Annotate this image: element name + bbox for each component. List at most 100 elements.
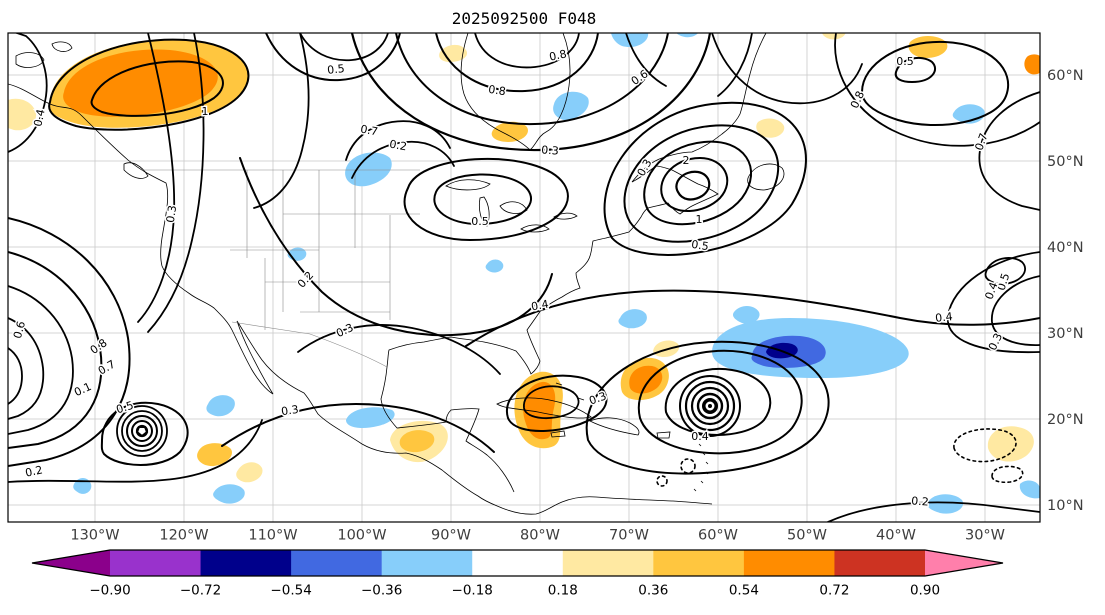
- contour-line: [116, 405, 168, 457]
- positive-anomaly-patch: [399, 430, 435, 453]
- contour-line: [253, 33, 310, 209]
- contour-label: 0.6: [11, 320, 28, 340]
- negative-anomaly-patch: [927, 494, 964, 514]
- cyclone-ring: [696, 392, 724, 420]
- contour-label: 0.4: [530, 298, 549, 314]
- contour-line: [8, 419, 263, 483]
- lon-tick-label: 100°W: [337, 528, 386, 544]
- positive-anomaly-patch: [821, 33, 846, 40]
- lon-tick-label: 80°W: [520, 528, 560, 544]
- colorbar-segment: [200, 550, 292, 576]
- colorbar-tick-label: −0.54: [270, 583, 311, 599]
- contour-label: 0.8: [488, 83, 507, 98]
- contour-label: 0.5: [896, 55, 914, 68]
- negative-anomaly-patch: [206, 395, 235, 417]
- contour-line: [351, 140, 455, 179]
- contour-line: [664, 367, 772, 436]
- contour-line: [8, 33, 48, 153]
- tropical-cyclone-symbol: [679, 375, 741, 437]
- contour-line: [8, 317, 45, 420]
- lon-tick-label: 110°W: [248, 528, 297, 544]
- contour-label: 0.5: [327, 62, 346, 77]
- colorbar-over-arrow: [925, 550, 1003, 576]
- contour-line: [100, 401, 189, 466]
- contour-label: 0.8: [548, 47, 568, 63]
- contour-line: [894, 56, 937, 84]
- contour-line: [505, 374, 608, 432]
- contour-line: [860, 40, 1009, 126]
- colorbar-under-arrow: [32, 550, 110, 576]
- positive-anomaly-patch: [987, 426, 1034, 462]
- cyclone-ring: [684, 380, 736, 432]
- contour-line: [585, 340, 830, 475]
- contour-line: [623, 124, 780, 243]
- contour-line: [834, 33, 1040, 147]
- negative-anomaly-patch: [618, 309, 647, 329]
- colorbar-segment: [743, 550, 835, 576]
- contour-line: [90, 60, 224, 117]
- contour-line: [299, 33, 389, 62]
- negative-anomaly-patch: [346, 407, 395, 428]
- contour-label: 0.3: [280, 403, 299, 418]
- contour-line: [675, 170, 711, 201]
- contour-line: [947, 251, 1040, 354]
- positive-anomaly-patch: [63, 49, 218, 117]
- negative-anomaly-patch: [1019, 480, 1040, 499]
- lat-tick-label: 20°N: [1047, 412, 1084, 428]
- contour-label: 0.7: [359, 123, 378, 139]
- lat-tick-label: 60°N: [1047, 68, 1084, 84]
- contour-line: [711, 33, 863, 105]
- contour-line: [660, 156, 729, 213]
- negative-anomaly-patch: [611, 33, 649, 47]
- contour-line: [297, 324, 501, 375]
- contour-line: [121, 410, 163, 452]
- contour-line: [827, 501, 1040, 522]
- negative-anomaly-patch: [485, 259, 504, 273]
- colorbar-segment: [472, 550, 564, 576]
- contour-line: [239, 157, 553, 337]
- contour-line: [523, 385, 580, 419]
- contour-line: [717, 33, 753, 97]
- contour-label: 0.4: [691, 430, 709, 443]
- contour-line-dotted: [991, 465, 1024, 484]
- contour-line: [131, 420, 153, 442]
- contour-line: [8, 251, 103, 449]
- colorbar: −0.90 −0.72 −0.54 −0.36 −0.18 0.18 0.36 0.54 0.7…: [31, 549, 1004, 599]
- contour-label: 0.2: [388, 138, 407, 154]
- contour-label: 0.2: [24, 463, 44, 479]
- negative-anomaly-patch: [732, 306, 760, 324]
- contour-lines: [8, 33, 1040, 522]
- colorbar-tick-label: −0.72: [180, 583, 221, 599]
- contour-line: [350, 33, 712, 152]
- colorbar-tick-label: 0.18: [548, 583, 578, 599]
- storm-marker-icon: [708, 404, 712, 408]
- contour-line-dotted: [680, 458, 696, 474]
- axis-tick-labels: 130°W 120°W 110°W 100°W 90°W 80°W 70°W 60°W 50°W…: [70, 68, 1083, 544]
- colorbar-tick-label: −0.36: [361, 583, 402, 599]
- lat-tick-label: 40°N: [1047, 240, 1084, 256]
- colorbar-tick-label: 0.90: [910, 583, 940, 599]
- negative-anomaly-patch: [676, 33, 699, 38]
- positive-anomaly-patch: [1024, 54, 1040, 75]
- contour-line: [135, 426, 149, 438]
- colorbar-segment: [381, 550, 473, 576]
- contour-line: [8, 285, 74, 435]
- contour-label: 1: [202, 105, 209, 118]
- contour-label: 0.2: [911, 494, 929, 508]
- contour-line: [48, 38, 250, 131]
- contour-line-dotted: [953, 428, 1017, 463]
- lat-tick-label: 30°N: [1047, 326, 1084, 342]
- negative-anomaly-patch: [345, 152, 392, 187]
- contour-line: [625, 33, 667, 87]
- colorbar-tick-label: 0.54: [729, 583, 759, 599]
- contour-line: [435, 33, 599, 93]
- colorbar-outline: [31, 549, 1004, 577]
- contour-label: 0.5: [691, 238, 710, 253]
- contour-line: [8, 217, 131, 467]
- plot-frame: [7, 32, 1041, 523]
- cyclone-ring: [690, 386, 730, 426]
- negative-anomaly-patch: [213, 484, 245, 504]
- positive-anomaly-patch: [756, 118, 785, 138]
